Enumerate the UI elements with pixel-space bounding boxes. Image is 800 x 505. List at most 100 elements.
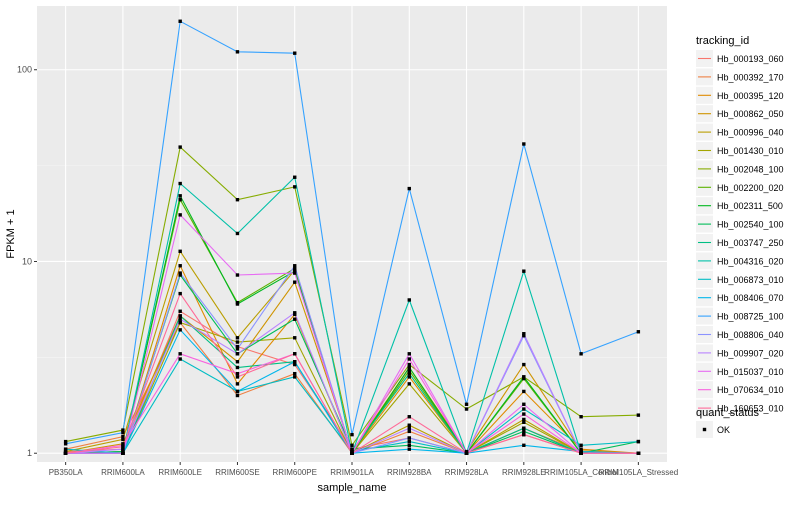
data-point xyxy=(178,271,182,275)
y-tick-label: 1 xyxy=(27,448,32,458)
data-point xyxy=(235,360,240,364)
data-point xyxy=(178,181,182,186)
data-point xyxy=(293,360,297,364)
x-tick-label: RRIM105LA_Stressed xyxy=(599,468,679,477)
data-point xyxy=(407,415,411,419)
data-point xyxy=(522,362,526,367)
legend-label: Hb_015037_010 xyxy=(717,367,784,377)
data-point xyxy=(235,365,240,370)
data-point xyxy=(407,439,411,444)
data-point xyxy=(235,231,240,236)
data-point xyxy=(636,330,641,334)
data-point xyxy=(235,302,240,306)
legend-label: Hb_002311_500 xyxy=(717,201,783,211)
data-point xyxy=(522,332,526,336)
data-point xyxy=(293,336,297,340)
data-point xyxy=(121,437,125,442)
legend-label: Hb_008725_100 xyxy=(717,312,784,322)
data-point xyxy=(407,298,411,302)
data-point xyxy=(407,382,411,386)
x-tick-label: RRIM928LE xyxy=(502,468,546,477)
data-point xyxy=(235,375,240,379)
y-axis-title: FPKM + 1 xyxy=(5,209,17,258)
data-point xyxy=(464,451,469,455)
legend-shape-items: OK xyxy=(696,421,730,438)
legend-label: Hb_009907_020 xyxy=(717,348,784,358)
data-point xyxy=(579,451,583,455)
legend-color-title: tracking_id xyxy=(696,35,749,47)
data-point xyxy=(464,402,469,406)
data-point xyxy=(178,19,182,23)
data-point xyxy=(235,344,240,349)
data-point xyxy=(407,368,411,373)
data-point xyxy=(464,407,469,411)
y-tick-label: 100 xyxy=(17,65,32,75)
data-point xyxy=(579,415,583,419)
data-point xyxy=(522,402,526,406)
data-point xyxy=(235,198,240,202)
data-point xyxy=(121,447,125,451)
data-point xyxy=(63,451,68,455)
legend-shape-title: quant_status xyxy=(696,407,759,419)
data-point xyxy=(522,407,526,411)
data-point xyxy=(636,413,641,417)
data-point xyxy=(235,393,240,398)
data-point xyxy=(293,264,297,268)
data-point xyxy=(63,439,68,444)
data-point xyxy=(407,357,411,361)
data-point xyxy=(522,426,526,430)
legend-label: Hb_002048_100 xyxy=(717,164,784,174)
x-tick-label: RRIM600LA xyxy=(101,468,145,477)
data-point xyxy=(121,428,125,432)
x-tick-label: RRIM901LA xyxy=(330,468,374,477)
data-point xyxy=(407,426,411,430)
legend-label: Hb_008406_070 xyxy=(717,293,784,303)
data-point xyxy=(293,352,297,356)
data-point xyxy=(293,375,297,379)
data-point xyxy=(407,436,411,440)
data-point xyxy=(235,352,240,356)
data-point xyxy=(522,269,526,273)
data-point xyxy=(407,423,411,427)
data-point xyxy=(407,429,411,434)
data-point xyxy=(293,185,297,189)
legend-label: Hb_000996_040 xyxy=(717,128,784,138)
data-point xyxy=(522,420,526,424)
data-point xyxy=(121,451,125,455)
data-point xyxy=(293,51,297,55)
data-point xyxy=(522,389,526,394)
data-point xyxy=(293,317,297,321)
data-point xyxy=(178,213,182,217)
x-axis-title: sample_name xyxy=(317,482,386,494)
data-point xyxy=(293,266,297,271)
data-point xyxy=(63,442,68,446)
data-point xyxy=(522,412,526,416)
data-point xyxy=(522,429,526,434)
data-point xyxy=(178,328,182,332)
data-point xyxy=(407,447,411,451)
data-point xyxy=(579,443,583,447)
data-point xyxy=(579,352,583,356)
x-tick-label: RRIM600SE xyxy=(215,468,259,477)
data-point xyxy=(293,362,297,367)
legend-label: Hb_003747_250 xyxy=(717,238,784,248)
legend-label: Hb_006873_010 xyxy=(717,275,784,285)
y-tick-label: 10 xyxy=(22,256,32,266)
legend-label: Hb_008806_040 xyxy=(717,330,784,340)
data-point xyxy=(121,430,125,435)
data-point xyxy=(293,311,297,315)
x-axis: PB350LA RRIM600LA RRIM600LE RRIM600SE RRIM60… xyxy=(49,462,678,477)
legend-label: Hb_000193_060 xyxy=(717,54,784,64)
legend-label: Hb_002540_100 xyxy=(717,220,784,230)
data-point xyxy=(522,334,526,338)
data-point xyxy=(121,445,125,449)
x-tick-label: RRIM928BA xyxy=(387,468,432,477)
x-tick-label: RRIM600PE xyxy=(272,468,316,477)
data-point xyxy=(407,352,411,356)
legend: tracking_id Hb_000193_060Hb_000392_170Hb… xyxy=(696,35,784,438)
legend-label: Hb_002200_020 xyxy=(717,183,784,193)
data-point xyxy=(178,273,182,277)
data-point xyxy=(235,347,240,351)
